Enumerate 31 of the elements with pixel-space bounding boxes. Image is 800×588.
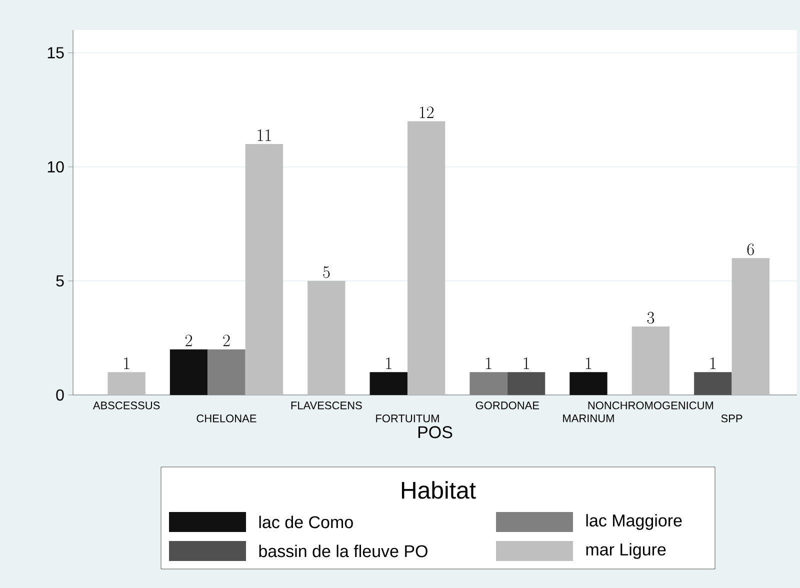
x-tick-label: GORDONAE — [476, 402, 540, 410]
legend-title: Habitat — [402, 481, 476, 499]
y-tick-label: 0 — [56, 389, 64, 401]
data-label: 3 — [647, 312, 654, 324]
y-tick-label: 10 — [48, 161, 64, 173]
data-label: 6 — [747, 243, 754, 256]
x-tick-label: MARINUM — [563, 414, 614, 422]
x-tick-label: FORTUITUM — [376, 414, 439, 422]
data-label: 1 — [524, 358, 529, 369]
x-tick-label: CHELONAE — [196, 414, 256, 422]
legend-label: bassin de la fleuve PO — [259, 544, 428, 558]
legend-label: mar Ligure — [586, 543, 666, 559]
x-tick-label: SPP — [721, 414, 742, 422]
data-label: 2 — [223, 334, 230, 346]
data-label: 1 — [386, 358, 392, 369]
x-tick-label: NONCHROMOGENICUM — [588, 402, 714, 410]
data-label: 1 — [486, 358, 492, 369]
x-tick-label: FLAVESCENS — [291, 402, 362, 410]
data-label: 5 — [323, 266, 330, 278]
data-label: 11 — [258, 129, 271, 141]
data-label: 1 — [124, 358, 130, 369]
y-tick-label: 15 — [48, 47, 64, 58]
x-tick-label: ABSCESSUS — [92, 402, 160, 410]
legend-label: lac de Como — [259, 516, 353, 528]
legend-label: lac Maggiore — [586, 514, 682, 530]
data-label: 1 — [586, 358, 592, 369]
data-label: 1 — [710, 358, 716, 369]
data-label: 12 — [420, 106, 434, 118]
data-label: 2 — [186, 334, 192, 346]
y-tick-label: 5 — [56, 275, 64, 287]
x-axis-title: POS — [418, 426, 452, 438]
